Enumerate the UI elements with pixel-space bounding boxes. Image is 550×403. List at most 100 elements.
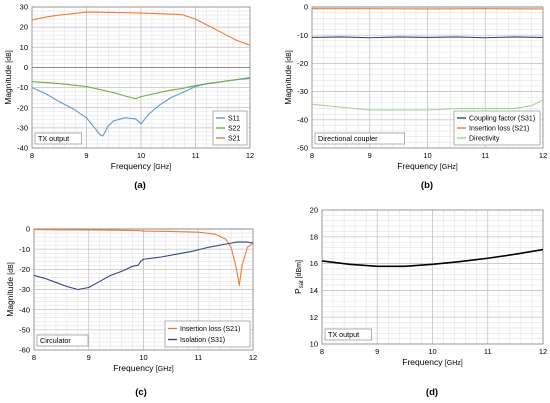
annotation-box: TX output [34,132,83,145]
x-tick-label: 9 [87,353,91,362]
x-tick-label: 10 [423,151,431,160]
legend-entry-label: Isolation (S31) [180,337,225,344]
y-tick-label: 0 [304,3,308,12]
y-tick-label: -10 [17,83,28,92]
x-tick-label: 9 [368,151,372,160]
x-tick-label: 8 [32,353,36,362]
annotation-text: TX output [38,134,69,143]
y-tick-label: 20 [310,206,318,215]
panel-caption: (a) [134,180,146,191]
y-tick-label: -50 [297,144,308,153]
annotation-box: TX output [324,328,373,341]
panel-caption: (b) [421,180,433,191]
panel-caption: (c) [135,387,147,398]
plot-frame [311,6,544,149]
grid-lines [321,209,544,345]
legend-entry-label: Insertion loss (S21) [469,126,529,133]
y-axis-label-text: P [293,288,303,294]
series-line-1 [322,248,543,268]
y-tick-label: 18 [310,232,318,241]
series-line-2 [34,241,253,291]
y-axis-unit: [dB] [6,50,13,63]
legend-frame [453,110,541,146]
y-axis-label: Magnitude [dB] [283,50,293,105]
x-tick-label: 9 [84,151,88,160]
x-tick-label: 11 [194,353,202,362]
y-axis-unit: [dB] [286,50,293,63]
legend-entry-label: Coupling factor (S31) [469,116,535,123]
chart-panel-2: 8 9 10 11 12 -50 -40 -30 -20 -10 0 Frequency [GHz] M… [283,3,547,191]
y-tick-label: 0 [26,225,30,234]
x-tick-label: 11 [192,151,200,160]
x-axis-unit: [GHz] [156,366,174,373]
legend-entry-label: S11 [228,116,240,123]
chart-panel-3: 8 9 10 11 12 -60 -50 -40 -30 -20 -10 0 Frequency [GH… [5,225,257,398]
y-axis-label-subscript: sat [299,280,305,288]
x-axis-label: Frequency [GHz] [113,363,173,373]
legend: Insertion loss (S21) Isolation (S31) [164,320,251,348]
y-axis-label: Magnitude [dB] [3,50,13,105]
x-tick-label: 8 [30,151,34,160]
legend: S11 S22 S21 [212,110,248,146]
annotation-box: Circulator [36,334,89,347]
series-line-3 [32,11,250,46]
y-tick-label: -40 [17,144,28,153]
y-axis-label: Psat [dBm] [293,260,305,294]
legend-entry-label: Insertion loss (S21) [180,326,240,333]
annotation-frame [314,132,405,145]
x-tick-label: 9 [375,347,379,356]
y-tick-label: -50 [19,325,30,334]
x-tick-label: 10 [137,151,145,160]
x-tick-label: 11 [481,151,489,160]
series-line-3 [312,99,543,111]
y-tick-label: -30 [297,87,308,96]
plot-frame [33,228,254,351]
x-axis-unit: [GHz] [440,164,458,171]
y-tick-label: -10 [19,245,30,254]
x-axis-label: Frequency [GHz] [111,161,171,171]
x-axis-label-text: Frequency [402,357,445,367]
series-line-2 [32,76,250,100]
annotation-text: Circulator [40,336,71,345]
y-axis-unit: [dB] [8,262,15,275]
x-axis-label-text: Frequency [397,161,440,171]
y-tick-label: -40 [297,115,308,124]
y-tick-label: -20 [297,59,308,68]
y-axis-label-text: Magnitude [3,63,13,105]
y-axis-label-text: Magnitude [283,63,293,105]
legend-frame [164,320,251,348]
y-tick-label: 10 [20,43,28,52]
chart-panel-4: 8 9 10 11 12 10 12 14 16 18 20 Frequency [GHz] Psat … [293,206,547,398]
series-group [312,8,543,111]
y-tick-label: 10 [310,340,318,349]
y-tick-label: -30 [17,123,28,132]
y-tick-label: 0 [24,63,28,72]
x-tick-label: 10 [428,347,436,356]
y-tick-label: 12 [310,313,318,322]
x-tick-label: 8 [320,347,324,356]
y-tick-label: -40 [19,305,30,314]
y-axis-unit: [dBm] [296,260,303,280]
annotation-text: Directional coupler [318,134,378,143]
x-tick-label: 11 [484,347,492,356]
y-tick-label: -30 [19,285,30,294]
x-axis-label-text: Frequency [111,161,154,171]
series-group [34,229,253,291]
x-tick-label: 12 [539,347,547,356]
chart-panel-1: 8 9 10 11 12 -40 -30 -20 -10 0 10 20 30 Frequency [GH… [3,3,254,191]
x-tick-label: 10 [139,353,147,362]
y-tick-label: -20 [17,103,28,112]
x-tick-label: 8 [310,151,314,160]
x-axis-label-text: Frequency [113,363,156,373]
y-tick-label: 20 [20,23,28,32]
y-axis-label-text: Magnitude [5,275,15,317]
series-line-1 [312,36,543,39]
annotation-frame [324,328,373,341]
series-line-1 [34,229,253,287]
series-group [32,11,250,137]
legend-entry-label: Directivity [469,136,500,143]
legend-entry-label: S22 [228,126,241,133]
y-tick-label: 16 [310,259,318,268]
y-tick-label: -10 [297,31,308,40]
y-tick-label: 14 [310,286,318,295]
